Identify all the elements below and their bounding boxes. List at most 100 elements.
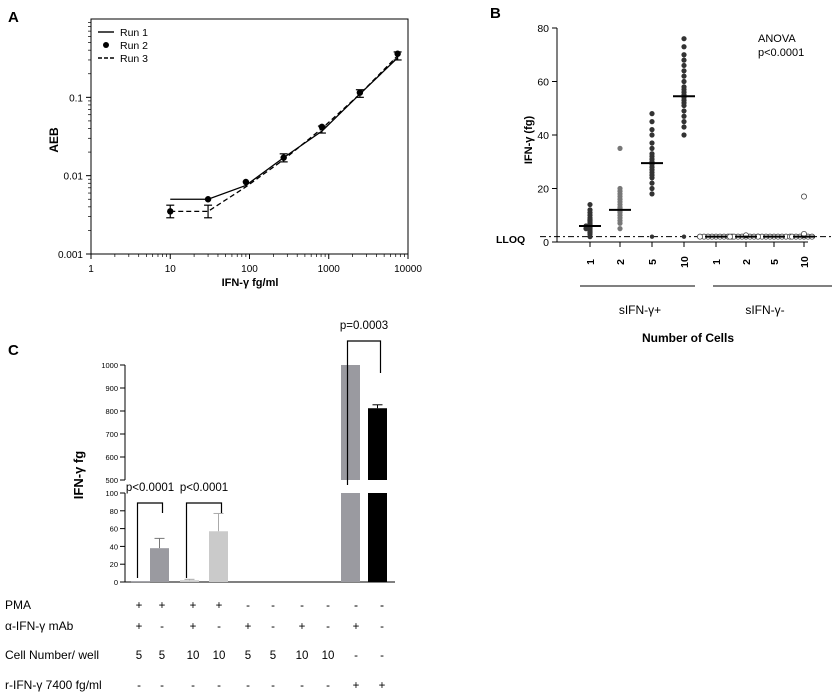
- b-xtick-label: 2: [741, 259, 753, 265]
- c-row-label: r-IFN-γ 7400 fg/ml: [5, 678, 102, 692]
- anova-label: ANOVA: [758, 33, 796, 45]
- c-row-value: 5: [245, 650, 251, 662]
- c-row-value: -: [326, 680, 330, 692]
- panel-a-chart: 1 10 100 1000 10000 0.001 0.01 0.1 AEB IFN-γ f…: [47, 18, 422, 289]
- a-xtick-label: 1: [88, 264, 94, 275]
- b-data-point: [681, 113, 687, 119]
- c-ytick-label: 800: [105, 407, 118, 416]
- a-series-line-1: [170, 57, 399, 200]
- c-ytick-label: 700: [105, 430, 118, 439]
- c-row-value: -: [191, 680, 195, 692]
- b-data-point: [681, 44, 687, 50]
- c-row-label: α-IFN-γ mAb: [5, 619, 74, 633]
- c-row-value: -: [271, 680, 275, 692]
- b-ytick-label: 0: [543, 237, 549, 249]
- c-row-value: -: [380, 650, 384, 662]
- c-significance-bracket: [346, 340, 382, 485]
- c-bar: [341, 493, 360, 582]
- b-data-point: [649, 132, 655, 138]
- c-row-value: -: [354, 600, 358, 612]
- c-pvalue-label: p<0.0001: [126, 482, 174, 494]
- c-ytick-label: 40: [110, 542, 118, 551]
- c-row-value: +: [190, 600, 197, 612]
- group-label-neg: sIFN-γ-: [745, 303, 784, 317]
- c-ytick-label: 60: [110, 525, 118, 534]
- c-row-value: 10: [187, 650, 200, 662]
- c-pvalue-label: p=0.0003: [340, 320, 388, 332]
- c-bar: [131, 581, 150, 583]
- panel-a-legend: Run 1 Run 2 Run 3: [98, 27, 148, 65]
- b-data-point: [649, 145, 655, 151]
- b-data-point: [587, 207, 593, 213]
- c-row-value: +: [353, 621, 360, 633]
- b-xtick-label: 1: [585, 259, 597, 265]
- b-data-point: [649, 191, 655, 197]
- c-bar-upper: [368, 408, 387, 480]
- a-series-point: [204, 196, 212, 203]
- c-row-value: -: [354, 600, 358, 612]
- b-data-point: [681, 36, 687, 42]
- b-ytick-label: 80: [537, 23, 549, 35]
- c-row-value: +: [245, 621, 252, 633]
- panel-b-xlabel: Number of Cells: [642, 331, 734, 345]
- b-data-point: [587, 201, 593, 208]
- c-row-value: -: [380, 621, 384, 633]
- b-data-point: [649, 151, 655, 157]
- c-row-value: 10: [213, 650, 226, 662]
- c-row-value: -: [217, 621, 221, 633]
- c-row-value: +: [136, 621, 143, 633]
- b-data-point: [727, 233, 734, 240]
- c-row-value: -: [271, 621, 275, 633]
- c-row-value: 10: [296, 650, 309, 662]
- b-data-point: [649, 140, 655, 146]
- b-data-point: [617, 226, 623, 232]
- legend-run2-swatch: [103, 42, 109, 48]
- b-ytick-label: 40: [537, 130, 549, 142]
- b-data-point: [681, 108, 687, 114]
- c-ytick-label: 100: [105, 489, 118, 498]
- b-xtick-label: 10: [799, 256, 811, 268]
- b-xtick-label: 5: [647, 259, 659, 265]
- c-row-value: -: [354, 650, 358, 662]
- c-ytick-label: 600: [105, 453, 118, 462]
- c-bar: [209, 531, 228, 582]
- legend-run2-label: Run 2: [120, 40, 148, 52]
- c-ytick-label: 20: [110, 560, 118, 569]
- c-row-value: +: [299, 621, 306, 633]
- lloq-label: LLOQ: [496, 234, 525, 246]
- b-data-point: [649, 119, 655, 125]
- a-series-point: [394, 50, 401, 57]
- a-series-point: [318, 123, 326, 131]
- b-data-point: [617, 145, 623, 151]
- panel-label-c: C: [8, 342, 19, 359]
- c-row-value: -: [160, 621, 164, 633]
- c-row-label: Cell Number/ well: [5, 648, 99, 662]
- c-ytick-label: 80: [110, 507, 118, 516]
- panel-b-chart: 0 20 40 60 80 1 2 5 10 1 2 5 10 LLOQ IFN-γ (fg) ANO…: [496, 23, 832, 345]
- c-row-value: +: [159, 600, 166, 612]
- a-ytick-label: 0.001: [58, 250, 83, 261]
- panel-c-ylabel: IFN-γ fg: [71, 451, 86, 499]
- panel-a-ylabel: AEB: [47, 127, 61, 153]
- c-ytick-label: 1000: [101, 361, 118, 370]
- c-ytick-label: 500: [105, 476, 118, 485]
- b-data-point: [681, 124, 687, 130]
- a-series-point: [242, 178, 250, 186]
- a-ytick-label: 0.1: [69, 93, 83, 104]
- c-pvalue-label: p<0.0001: [180, 482, 228, 494]
- a-series-point: [356, 89, 364, 96]
- group-label-pos: sIFN-γ+: [619, 303, 661, 317]
- b-data-point: [649, 180, 655, 186]
- c-bar: [150, 548, 169, 582]
- b-xtick-label: 5: [769, 259, 781, 265]
- c-row-value: -: [217, 680, 221, 692]
- c-bar-upper: [341, 365, 360, 480]
- c-row-value: -: [380, 600, 384, 612]
- c-row-value: 5: [136, 650, 142, 662]
- c-row-value: -: [160, 680, 164, 692]
- c-significance-bracket: [136, 502, 164, 578]
- c-row-value: -: [300, 680, 304, 692]
- b-xtick-label: 10: [679, 256, 691, 268]
- b-data-point: [681, 119, 687, 125]
- b-data-point: [801, 193, 808, 200]
